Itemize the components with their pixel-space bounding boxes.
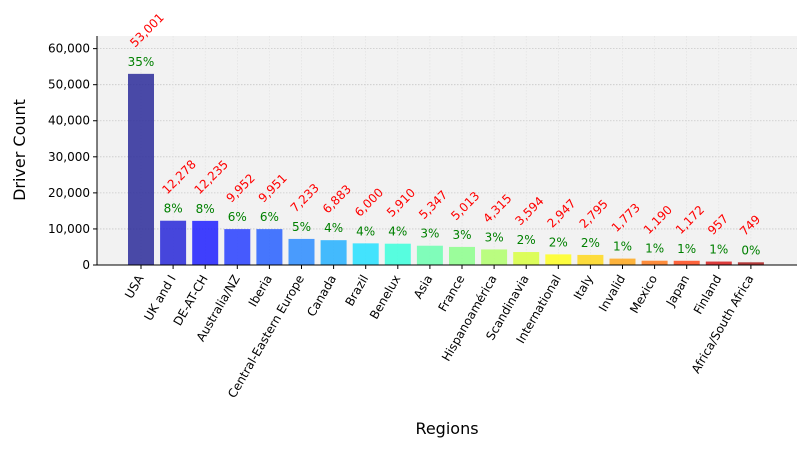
bar [513, 252, 540, 265]
x-tick-label: Mexico [627, 273, 660, 316]
bar [609, 258, 636, 265]
percent-label: 1% [645, 242, 664, 256]
bar [737, 262, 764, 265]
percent-label: 2% [581, 236, 600, 250]
percent-label: 0% [741, 243, 760, 257]
bar [641, 260, 668, 265]
x-tick-label: France [436, 273, 468, 315]
bar [320, 240, 347, 265]
percent-label: 4% [388, 225, 407, 239]
percent-label: 4% [356, 224, 375, 238]
x-tick-label: Italy [571, 273, 596, 303]
percent-label: 1% [677, 242, 696, 256]
y-tick-label: 20,000 [48, 186, 90, 200]
bar [128, 73, 154, 265]
y-tick-label: 40,000 [48, 114, 90, 128]
bar [192, 220, 219, 265]
x-axis-title: Regions [415, 419, 478, 438]
bar [545, 254, 572, 265]
bar [481, 249, 508, 265]
bar [352, 243, 379, 265]
y-axis-title: Driver Count [10, 99, 29, 201]
x-tick-label: Invalid [596, 273, 628, 315]
percent-label: 3% [452, 228, 471, 242]
percent-label: 8% [196, 202, 215, 216]
percent-label: 2% [517, 233, 536, 247]
y-ticks: 0 10,000 20,000 30,000 40,000 50,000 60,000 [48, 42, 97, 272]
bar [224, 229, 251, 265]
bar [160, 220, 187, 265]
percent-label: 3% [420, 227, 439, 241]
x-tick-label: Finland [691, 273, 725, 317]
bar [288, 238, 315, 265]
bar [384, 243, 411, 265]
y-tick-label: 10,000 [48, 222, 90, 236]
x-tick-label: Japan [663, 273, 692, 310]
bar [449, 246, 475, 265]
y-tick-label: 30,000 [48, 150, 90, 164]
x-tick-label: Africa/South Africa [689, 273, 757, 376]
bar [256, 229, 283, 265]
percent-label: 6% [228, 210, 247, 224]
percent-label: 4% [324, 221, 343, 235]
bars [128, 73, 764, 265]
percent-label: 1% [709, 243, 728, 257]
y-tick-label: 60,000 [48, 42, 90, 56]
bar [577, 254, 604, 265]
x-tick-label: Asia [411, 273, 436, 302]
y-tick-label: 50,000 [48, 78, 90, 92]
x-tick-label: Canada [304, 273, 339, 320]
y-tick-label: 0 [82, 258, 90, 272]
percent-label: 35% [128, 55, 155, 69]
x-tick-label: Iberia [246, 273, 275, 310]
percent-label: 2% [549, 235, 568, 249]
bar [416, 245, 443, 265]
bar [705, 261, 732, 265]
x-tick-label: Brazil [342, 273, 371, 309]
percent-label: 3% [485, 230, 504, 244]
percent-label: 6% [260, 210, 279, 224]
x-tick-label: USA [122, 272, 147, 301]
bar [673, 260, 700, 265]
percent-label: 1% [613, 240, 632, 254]
percent-label: 8% [164, 202, 183, 216]
percent-label: 5% [292, 220, 311, 234]
x-tick-label: Benelux [367, 273, 403, 322]
